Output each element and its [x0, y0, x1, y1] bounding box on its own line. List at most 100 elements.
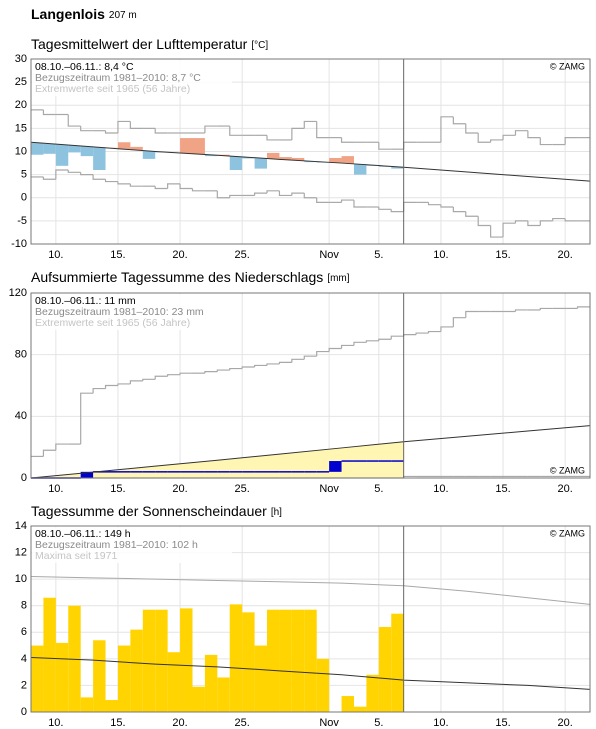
credit: © ZAMG: [550, 61, 585, 71]
extreme-line: [514, 309, 528, 312]
unit: [h]: [271, 507, 282, 518]
y-tick-label: 5: [21, 169, 27, 181]
y-tick-label: 4: [21, 653, 27, 665]
extreme-line: [340, 344, 354, 349]
info-text: 08.10.–06.11.: 149 h: [35, 528, 131, 540]
extreme-line: [80, 392, 94, 445]
info-text: Bezugszeitraum 1981–2010: 23 mm: [35, 306, 204, 318]
unit: [°C]: [251, 40, 268, 51]
credit: © ZAMG: [550, 465, 585, 475]
extreme-line: [30, 575, 591, 605]
frame: [30, 292, 591, 479]
x-tick-label: 20.: [558, 717, 573, 729]
extreme-line: [204, 371, 218, 374]
precip-step: [329, 461, 342, 472]
extreme-line: [465, 310, 479, 318]
extreme-line: [42, 109, 56, 116]
extreme-line: [490, 225, 504, 238]
y-tick-label: 12: [15, 546, 27, 558]
anomaly-bar: [130, 146, 143, 151]
extreme-line: [254, 192, 268, 196]
bar: [43, 597, 56, 712]
extreme-line: [378, 207, 392, 210]
anomaly-bar: [229, 156, 243, 170]
extreme-line: [427, 330, 441, 334]
extreme-line: [104, 130, 118, 134]
extreme-line: [191, 188, 205, 192]
x-tick-label: 15.: [110, 249, 125, 261]
anomaly-bar: [267, 152, 280, 159]
x-tick-label: 15.: [495, 483, 510, 495]
x-tick-label: 15.: [110, 483, 125, 495]
extreme-line: [576, 306, 590, 309]
extreme-line: [117, 120, 131, 133]
bar: [304, 609, 317, 712]
bar: [242, 612, 255, 712]
extreme-line: [415, 332, 429, 335]
y-tick-label: 10: [15, 573, 27, 585]
title: Tagessumme der Sonnenscheindauer: [31, 503, 267, 519]
y-tick-label: 8: [21, 600, 27, 612]
x-tick-label: 25.: [235, 249, 250, 261]
bar: [378, 626, 392, 712]
extreme-line: [266, 190, 280, 194]
extreme-line: [440, 204, 454, 208]
anomaly-bar: [279, 157, 292, 160]
extreme-line: [216, 369, 230, 372]
extreme-line: [104, 179, 118, 183]
y-tick-label: 30: [15, 53, 27, 65]
extreme-line: [552, 217, 566, 221]
extreme-line: [477, 133, 491, 143]
extreme-line: [278, 190, 292, 197]
extreme-line: [452, 207, 466, 213]
extreme-line: [142, 378, 156, 381]
x-tick-label: 10.: [433, 717, 448, 729]
extreme-line: [154, 186, 168, 190]
extreme-line: [278, 361, 292, 364]
anomaly-bar: [353, 164, 367, 175]
x-tick-label: 10.: [433, 483, 448, 495]
info-text: Bezugszeitraum 1981–2010: 8,7 °C: [35, 72, 201, 84]
extreme-line: [154, 375, 168, 380]
bar: [31, 645, 44, 712]
x-tick-label: 10.: [48, 483, 63, 495]
title: Tagesmittelwert der Lufttemperatur: [31, 36, 248, 52]
x-tick-label: 20.: [558, 483, 573, 495]
x-tick-label: 20.: [172, 483, 187, 495]
extreme-line: [365, 340, 379, 343]
bar: [341, 696, 354, 712]
anomaly-bar: [80, 146, 94, 157]
y-tick-label: 25: [15, 76, 27, 88]
station: Langenlois: [31, 6, 105, 22]
extreme-line: [104, 384, 118, 389]
extreme-line: [378, 338, 392, 341]
info-text: Extremwerte seit 1965 (56 Jahre): [35, 83, 190, 95]
extreme-line: [490, 139, 504, 143]
x-tick-label: Nov: [319, 483, 339, 495]
extreme-line: [465, 123, 479, 134]
bar: [142, 609, 156, 712]
bar: [180, 608, 193, 712]
extreme-line: [390, 209, 404, 213]
info-box: [32, 527, 232, 563]
x-tick-label: 25.: [235, 717, 250, 729]
extreme-line: [229, 126, 243, 136]
extreme-line: [514, 220, 528, 224]
bar: [130, 629, 143, 712]
header: Langenlois 207 m: [31, 6, 137, 22]
extreme-line: [452, 317, 466, 327]
extreme-line: [328, 347, 342, 352]
extreme-line: [80, 126, 94, 132]
extreme-line: [80, 172, 94, 176]
extreme-line: [216, 190, 230, 199]
bar: [267, 609, 280, 712]
bar: [167, 652, 181, 712]
extreme-line: [229, 194, 243, 198]
anomaly-bar: [180, 138, 193, 154]
extreme-line: [55, 443, 69, 451]
bar: [204, 654, 218, 712]
info-text: 08.10.–06.11.: 8,4 °C: [35, 61, 134, 73]
bar: [55, 642, 69, 712]
bar: [391, 613, 404, 712]
